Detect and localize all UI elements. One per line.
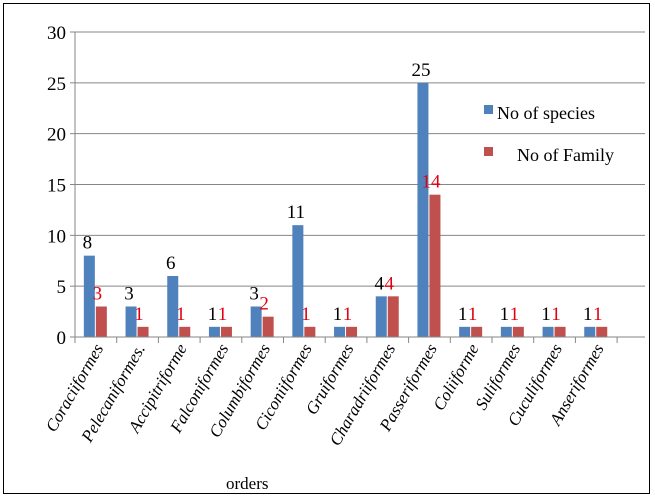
bar-species <box>543 327 554 337</box>
bar-species <box>334 327 345 337</box>
x-axis-ticks: CoraciiformesPelecaniformes.Accipitrifor… <box>42 337 617 449</box>
bar-family <box>96 307 107 338</box>
y-tick-label: 30 <box>47 23 66 44</box>
data-label-family: 1 <box>301 304 311 325</box>
data-label-species: 4 <box>375 273 385 294</box>
y-tick-label: 10 <box>47 226 66 247</box>
legend-swatch-species <box>484 105 493 114</box>
bar-family <box>179 327 190 337</box>
bar-species <box>584 327 595 337</box>
y-tick-label: 20 <box>47 125 66 146</box>
bar-family <box>513 327 524 337</box>
data-label-species: 3 <box>249 284 259 305</box>
data-label-family: 1 <box>593 304 603 325</box>
data-label-family: 1 <box>510 304 520 325</box>
bar-family <box>221 327 232 337</box>
legend-swatch-family <box>484 147 493 156</box>
bar-family <box>555 327 566 337</box>
data-label-family: 2 <box>259 294 269 315</box>
data-label-family: 1 <box>176 304 186 325</box>
bar-species <box>376 296 387 337</box>
data-label-species: 6 <box>166 253 176 274</box>
data-label-family: 1 <box>551 304 561 325</box>
bar-family <box>263 317 274 337</box>
data-label-species: 1 <box>208 304 218 325</box>
data-label-species: 1 <box>541 304 551 325</box>
data-label-species: 25 <box>411 60 430 81</box>
bar-species <box>209 327 220 337</box>
legend-label-family: No of Family <box>517 145 614 165</box>
bar-species <box>501 327 512 337</box>
bar-family <box>596 327 607 337</box>
y-tick-label: 25 <box>47 74 66 95</box>
bar-species <box>459 327 470 337</box>
bar-family <box>346 327 357 337</box>
y-tick-label: 5 <box>57 277 67 298</box>
data-label-family: 14 <box>421 172 441 193</box>
data-label-species: 1 <box>333 304 343 325</box>
data-label-family: 3 <box>93 284 103 305</box>
data-label-family: 4 <box>385 273 395 294</box>
data-label-species: 8 <box>83 233 93 254</box>
data-label-family: 1 <box>218 304 228 325</box>
bar-family <box>304 327 315 337</box>
data-label-family: 1 <box>343 304 353 325</box>
bar-species <box>417 83 428 337</box>
data-label-species: 3 <box>124 284 134 305</box>
data-label-family: 1 <box>468 304 478 325</box>
bar-family <box>471 327 482 337</box>
data-label-species: 1 <box>500 304 510 325</box>
data-label-species: 1 <box>583 304 593 325</box>
data-label-species: 11 <box>287 202 305 223</box>
bar-family <box>138 327 149 337</box>
data-label-family: 1 <box>134 304 144 325</box>
bar-family <box>429 195 440 337</box>
legend-label-species: No of species <box>497 103 595 123</box>
x-axis-label: orders <box>226 474 268 493</box>
y-tick-label: 0 <box>57 328 67 349</box>
data-label-species: 1 <box>458 304 468 325</box>
bar-family <box>388 296 399 337</box>
y-axis-ticks: 0 5 10 15 20 25 30 <box>47 23 75 349</box>
y-tick-label: 15 <box>47 176 66 197</box>
